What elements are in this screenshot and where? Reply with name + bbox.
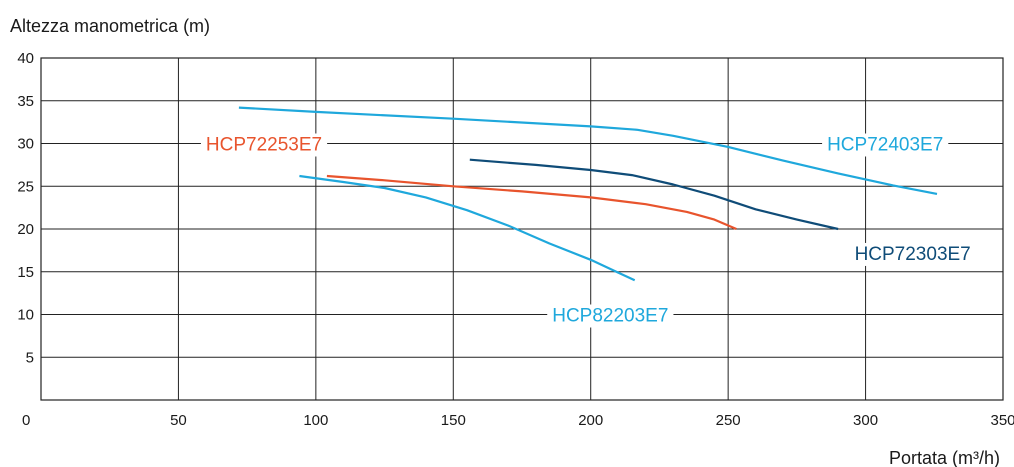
y-tick-label: 10: [17, 307, 34, 324]
series-line-hcp72303e7: [469, 158, 839, 231]
x-axis-title: Portata (m³/h): [889, 448, 1000, 467]
grid: [40, 57, 1004, 401]
x-tick-label: 0: [22, 412, 30, 429]
x-tick-label: 350: [990, 412, 1014, 429]
series-label-background: [822, 133, 949, 157]
series-line-hcp82203e7: [299, 174, 636, 282]
pump-curves: [238, 106, 938, 282]
x-tick-label: 200: [578, 412, 603, 429]
x-tick-label: 300: [853, 412, 878, 429]
y-tick-label: 20: [17, 221, 34, 238]
y-tick-label: 5: [26, 349, 34, 366]
y-tick-label: 25: [17, 178, 34, 195]
series-label-background: [849, 242, 976, 266]
series-line-hcp72253e7: [326, 174, 737, 231]
y-tick-label: 40: [17, 50, 34, 67]
y-tick-label: 15: [17, 264, 34, 281]
x-tick-labels: 0 50 100 150 200 250 300 350: [22, 412, 1014, 429]
x-tick-label: 50: [170, 412, 187, 429]
y-tick-label: 35: [17, 93, 34, 110]
series-labels: HCP72253E7 HCP72403E7 HCP72303E7 HCP82203E7: [68, 133, 1003, 328]
series-line-hcp72403e7: [238, 106, 938, 195]
x-tick-label: 150: [441, 412, 466, 429]
series-label-background: [547, 304, 674, 328]
series-label-hcp82203e7: HCP82203E7: [552, 306, 668, 327]
y-axis-title: Altezza manometrica (m): [10, 16, 210, 36]
series-label-hcp72403e7: HCP72403E7: [827, 135, 943, 156]
x-tick-label: 100: [303, 412, 328, 429]
series-label-hcp72253e7: HCP72253E7: [206, 135, 322, 156]
y-tick-labels: 5 10 15 20 25 30 35 40: [17, 50, 34, 366]
series-label-background: [200, 133, 328, 157]
x-tick-label: 250: [716, 412, 741, 429]
y-tick-label: 30: [17, 136, 34, 153]
series-label-hcp72303e7: HCP72303E7: [855, 244, 971, 265]
